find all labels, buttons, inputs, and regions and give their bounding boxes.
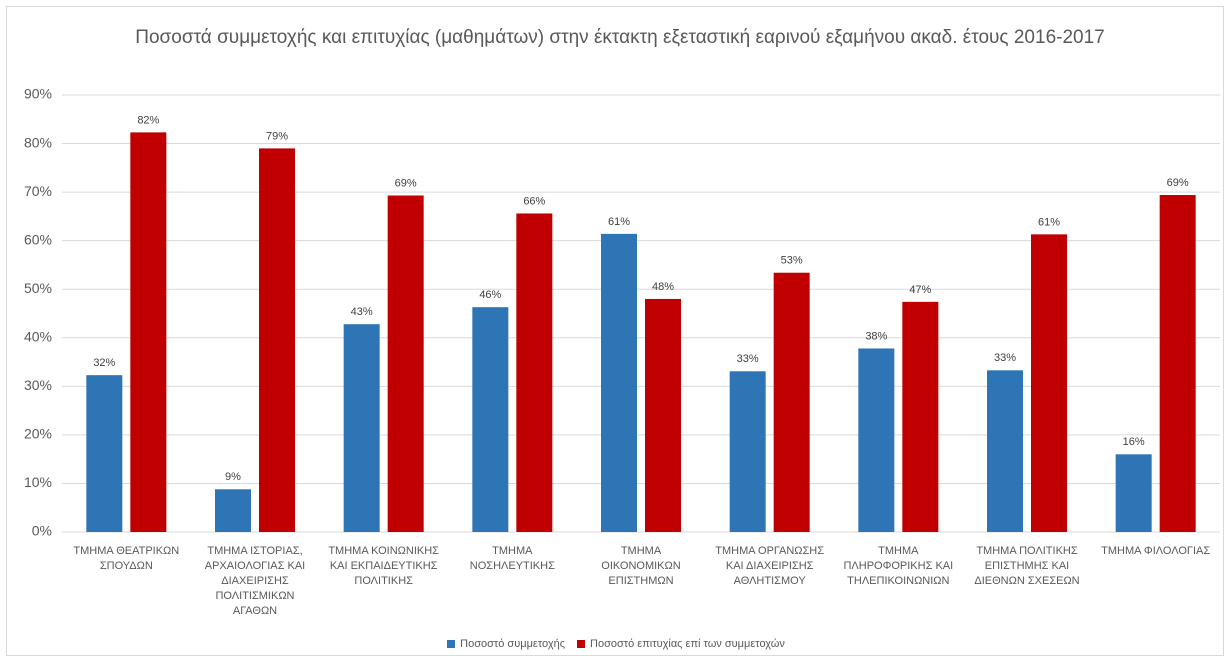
x-tick-label: ΤΜΗΜΑ ΚΟΙΝΩΝΙΚΗΣ ΚΑΙ ΕΚΠΑΙΔΕΥΤΙΚΗΣ ΠΟΛΙΤ… [328, 545, 439, 587]
bar [858, 348, 895, 532]
value-label: 9% [225, 471, 241, 483]
value-label: 61% [1038, 216, 1060, 228]
value-label: 48% [652, 281, 674, 293]
value-label: 16% [1123, 436, 1145, 448]
y-tick-label: 80% [24, 134, 52, 150]
bar [343, 324, 380, 532]
y-tick-label: 20% [24, 426, 52, 442]
chart-frame [6, 6, 1224, 656]
y-tick-label: 40% [24, 328, 52, 344]
bar [130, 132, 167, 533]
value-label: 53% [781, 255, 803, 267]
y-tick-label: 70% [24, 183, 52, 199]
legend-label: Ποσοστό συμμετοχής [460, 638, 566, 650]
x-tick-label: ΤΜΗΜΑ ΘΕΑΤΡΙΚΩΝ ΣΠΟΥΔΩΝ [73, 545, 180, 572]
y-tick-label: 30% [24, 377, 52, 393]
y-tick-label: 50% [24, 280, 52, 296]
value-label: 79% [266, 130, 288, 142]
x-tick-label: ΤΜΗΜΑ ΙΣΤΟΡΙΑΣ, ΑΡΧΑΙΟΛΟΓΙΑΣ ΚΑΙ ΔΙΑΧΕΙΡ… [204, 545, 306, 617]
value-label: 33% [737, 353, 759, 365]
y-tick-label: 10% [24, 474, 52, 490]
value-label: 61% [608, 216, 630, 228]
bar [601, 233, 637, 532]
bar [215, 489, 251, 532]
bar [773, 272, 810, 532]
value-label: 46% [479, 289, 501, 301]
legend-item: Ποσοστό επιτυχίας επί των συμμετοχών [577, 638, 785, 650]
value-label: 69% [1167, 177, 1189, 189]
legend-label: Ποσοστό επιτυχίας επί των συμμετοχών [590, 638, 785, 650]
legend: Ποσοστό συμμετοχής Ποσοστό επιτυχίας επί … [0, 638, 1232, 650]
bar [1159, 195, 1196, 532]
legend-item: Ποσοστό συμμετοχής [447, 638, 565, 650]
y-tick-label: 90% [24, 86, 52, 102]
x-tick-label: ΤΜΗΜΑ ΦΙΛΟΛΟΓΙΑΣ [1101, 545, 1211, 557]
value-label: 82% [137, 114, 159, 126]
bar [472, 307, 509, 532]
value-label: 33% [994, 352, 1016, 364]
x-tick-label: ΤΜΗΜΑ ΠΛΗΡΟΦΟΡΙΚΗΣ ΚΑΙ ΤΗΛΕΠΙΚΟΙΝΩΝΙΩΝ [843, 545, 954, 587]
bar [645, 298, 681, 532]
bar [729, 371, 766, 532]
value-label: 32% [93, 357, 115, 369]
value-label: 38% [865, 330, 887, 342]
bar [1115, 454, 1152, 532]
x-tick-label: ΤΜΗΜΑ ΠΟΛΙΤΙΚΗΣ ΕΠΙΣΤΗΜΗΣ ΚΑΙ ΔΙΕΘΝΩΝ ΣΧ… [974, 545, 1080, 587]
bar [1031, 234, 1067, 533]
chart-title: Ποσοστά συμμετοχής και επιτυχίας (μαθημά… [135, 27, 1105, 48]
value-label: 66% [523, 195, 545, 207]
bar [516, 213, 553, 532]
y-tick-label: 60% [24, 231, 52, 247]
x-tick-label: ΤΜΗΜΑ ΟΙΚΟΝΟΜΙΚΩΝ ΕΠΙΣΤΗΜΩΝ [601, 545, 681, 587]
value-label: 69% [395, 177, 417, 189]
x-tick-label: ΤΜΗΜΑ ΟΡΓΑΝΩΣΗΣ ΚΑΙ ΔΙΑΧΕΙΡΙΣΗΣ ΑΘΛΗΤΙΣΜ… [715, 545, 825, 587]
value-label: 47% [909, 284, 931, 296]
legend-swatch [447, 640, 456, 648]
x-tick-label: ΤΜΗΜΑ ΝΟΣΗΛΕΥΤΙΚΗΣ [469, 545, 555, 572]
bar [387, 195, 424, 532]
value-label: 43% [351, 306, 373, 318]
y-tick-label: 0% [32, 523, 52, 539]
bar [86, 375, 123, 532]
legend-swatch [577, 640, 586, 648]
bar [259, 148, 295, 532]
bar [987, 370, 1023, 532]
bar [902, 301, 939, 532]
